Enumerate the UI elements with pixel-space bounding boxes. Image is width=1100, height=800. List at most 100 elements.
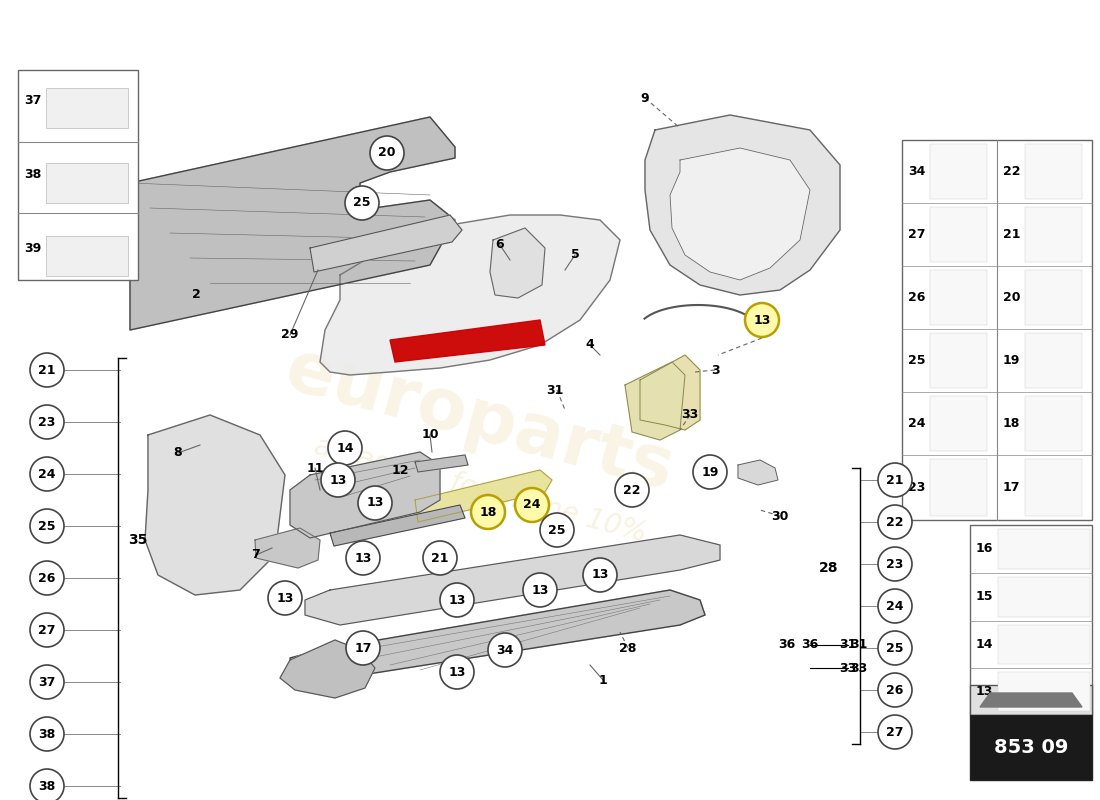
Polygon shape — [255, 528, 320, 568]
Text: 26: 26 — [39, 571, 56, 585]
Polygon shape — [390, 320, 544, 362]
Text: 25: 25 — [548, 523, 565, 537]
Text: 22: 22 — [887, 515, 904, 529]
Polygon shape — [145, 415, 285, 595]
Circle shape — [471, 495, 505, 529]
Polygon shape — [980, 693, 1082, 707]
Text: 8: 8 — [174, 446, 183, 459]
Text: 4: 4 — [585, 338, 594, 351]
Text: 34: 34 — [496, 643, 514, 657]
Circle shape — [321, 463, 355, 497]
Circle shape — [878, 463, 912, 497]
FancyBboxPatch shape — [998, 529, 1090, 569]
FancyBboxPatch shape — [1025, 207, 1082, 262]
Circle shape — [440, 583, 474, 617]
Text: 13: 13 — [449, 594, 465, 606]
Text: 13: 13 — [366, 497, 384, 510]
Text: 13: 13 — [976, 685, 993, 698]
Text: 39: 39 — [24, 242, 42, 254]
FancyBboxPatch shape — [18, 70, 138, 280]
Text: 37: 37 — [39, 675, 56, 689]
Text: 27: 27 — [908, 228, 925, 241]
Text: 13: 13 — [531, 583, 549, 597]
FancyBboxPatch shape — [1025, 396, 1082, 451]
Circle shape — [878, 547, 912, 581]
Text: 36: 36 — [802, 638, 818, 651]
FancyBboxPatch shape — [930, 207, 987, 262]
Polygon shape — [290, 590, 705, 680]
Circle shape — [346, 631, 380, 665]
Text: 22: 22 — [1003, 165, 1021, 178]
Polygon shape — [305, 535, 720, 625]
Text: 31: 31 — [850, 638, 868, 651]
Polygon shape — [415, 455, 468, 472]
Text: 3: 3 — [711, 363, 719, 377]
Circle shape — [693, 455, 727, 489]
Circle shape — [878, 589, 912, 623]
Text: 24: 24 — [887, 599, 904, 613]
Circle shape — [328, 431, 362, 465]
Text: 21: 21 — [39, 363, 56, 377]
Text: 22: 22 — [624, 483, 640, 497]
Text: 30: 30 — [771, 510, 789, 522]
Text: 13: 13 — [449, 666, 465, 678]
Text: 18: 18 — [480, 506, 497, 518]
Text: 853 09: 853 09 — [993, 738, 1068, 757]
Text: 29: 29 — [282, 329, 299, 342]
Text: 25: 25 — [887, 642, 904, 654]
FancyBboxPatch shape — [1025, 270, 1082, 325]
Polygon shape — [310, 215, 462, 272]
Text: 27: 27 — [887, 726, 904, 738]
FancyBboxPatch shape — [46, 88, 128, 128]
Text: 38: 38 — [24, 169, 42, 182]
Circle shape — [358, 486, 392, 520]
Text: 23: 23 — [908, 481, 925, 494]
Polygon shape — [640, 355, 700, 430]
Text: 28: 28 — [818, 561, 838, 575]
Text: 31: 31 — [839, 638, 857, 651]
Text: 17: 17 — [354, 642, 372, 654]
Circle shape — [878, 505, 912, 539]
Circle shape — [346, 541, 380, 575]
Circle shape — [878, 715, 912, 749]
Circle shape — [878, 673, 912, 707]
Text: 33: 33 — [839, 662, 857, 674]
Circle shape — [745, 303, 779, 337]
Circle shape — [370, 136, 404, 170]
Polygon shape — [625, 362, 685, 440]
Text: 26: 26 — [908, 291, 925, 304]
Text: 25: 25 — [39, 519, 56, 533]
Text: 20: 20 — [1003, 291, 1021, 304]
FancyBboxPatch shape — [902, 140, 1092, 520]
FancyBboxPatch shape — [998, 625, 1090, 664]
Text: 13: 13 — [754, 314, 771, 326]
Text: 35: 35 — [128, 533, 147, 547]
Text: 34: 34 — [908, 165, 925, 178]
Text: 23: 23 — [887, 558, 904, 570]
Text: 28: 28 — [619, 642, 637, 654]
Text: 38: 38 — [39, 727, 56, 741]
Text: 1: 1 — [598, 674, 607, 686]
Circle shape — [424, 541, 456, 575]
Text: 13: 13 — [592, 569, 608, 582]
FancyBboxPatch shape — [902, 266, 997, 329]
Polygon shape — [490, 228, 544, 298]
FancyBboxPatch shape — [1025, 459, 1082, 516]
Text: 15: 15 — [976, 590, 993, 603]
Circle shape — [583, 558, 617, 592]
Text: 14: 14 — [337, 442, 354, 454]
FancyBboxPatch shape — [46, 163, 128, 203]
FancyBboxPatch shape — [970, 685, 1092, 715]
FancyBboxPatch shape — [970, 525, 1092, 715]
FancyBboxPatch shape — [930, 144, 987, 199]
Text: 6: 6 — [496, 238, 504, 251]
FancyBboxPatch shape — [998, 672, 1090, 711]
Circle shape — [30, 509, 64, 543]
Text: 2: 2 — [191, 289, 200, 302]
Circle shape — [30, 353, 64, 387]
Text: 9: 9 — [640, 91, 649, 105]
Text: 24: 24 — [524, 498, 541, 511]
FancyBboxPatch shape — [1025, 144, 1082, 199]
Text: 21: 21 — [431, 551, 449, 565]
Text: 12: 12 — [392, 463, 409, 477]
